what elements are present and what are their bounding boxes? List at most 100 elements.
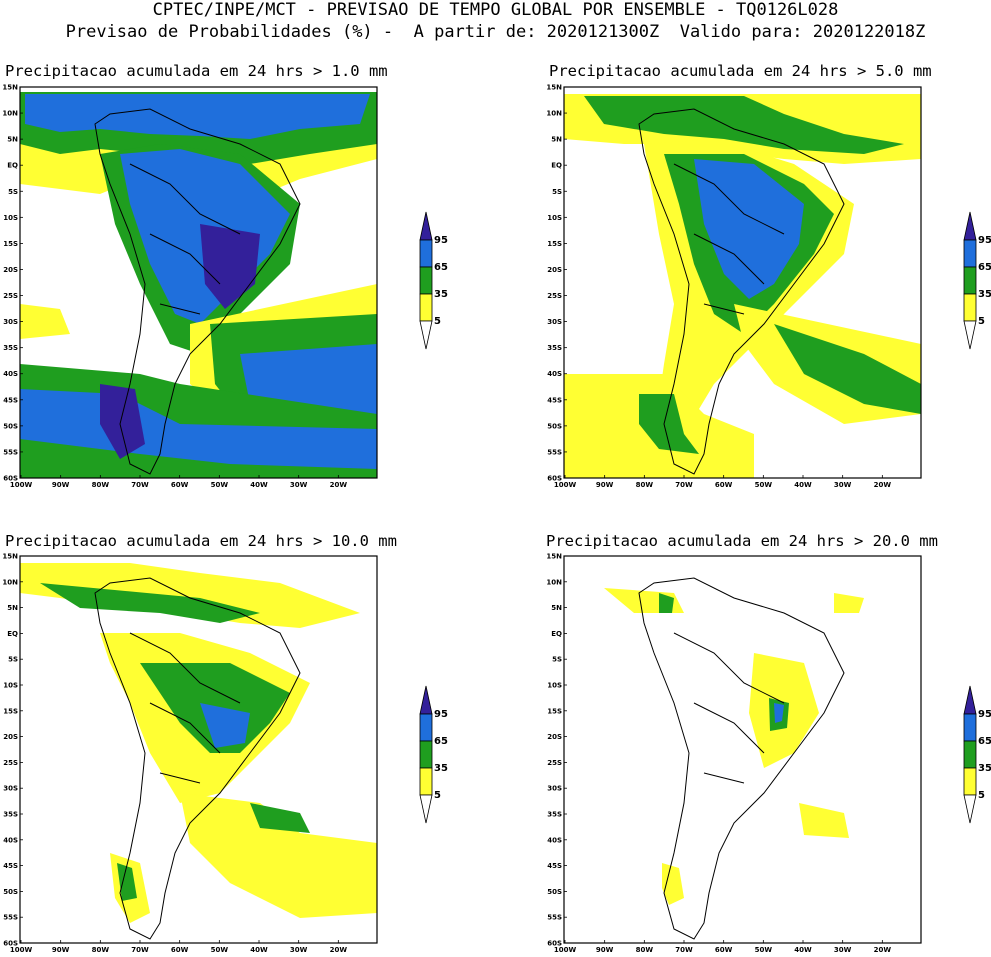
panel-4-title: Precipitacao acumulada em 24 hrs > 20.0 … [546, 532, 938, 550]
lon-tick-label: 20W [330, 946, 348, 954]
lat-tick-label: 15N [546, 553, 562, 561]
colorbar-4: 5 35 65 95 [963, 685, 991, 824]
probability-fill [20, 563, 377, 923]
lat-tick-label: EQ [7, 162, 18, 170]
lat-tick-label: 30S [3, 318, 18, 326]
lat-tick-label: 5N [7, 136, 18, 144]
lat-tick-label: 60S [547, 940, 562, 948]
lat-tick-label: 15S [547, 707, 562, 715]
lon-axis: 100W 90W 80W 70W 60W 50W 40W 30W 20W [10, 940, 348, 954]
probability-fill [20, 92, 377, 478]
colorbar-level-label: 5 [978, 790, 985, 801]
probability-fill [604, 588, 864, 905]
lat-tick-label: 55S [547, 914, 562, 922]
map-panel-4: 15N 10N 5N EQ 5S 10S 15S 20S 25S 30S 35S 40S 45S 50S 5… [546, 553, 922, 954]
figure-subtitle: Previsao de Probabilidades (%) - A parti… [65, 22, 926, 42]
colorbar-level-label: 5 [434, 316, 441, 327]
colorbar-segment [419, 293, 433, 322]
lat-tick-label: 15N [2, 84, 18, 92]
colorbar-level-label: 35 [434, 763, 448, 774]
lat-tick-label: 60S [3, 940, 18, 948]
colorbar-segment [963, 740, 977, 769]
lat-tick-label: 55S [3, 448, 18, 456]
lon-tick-label: 80W [92, 481, 110, 489]
lat-tick-label: 10S [547, 214, 562, 222]
lon-tick-label: 40W [250, 481, 268, 489]
colorbar-level-label: 5 [434, 790, 441, 801]
colorbar-level-label: 65 [434, 262, 448, 273]
lon-tick-label: 20W [874, 481, 892, 489]
lat-tick-label: 30S [547, 785, 562, 793]
lat-tick-label: 50S [3, 888, 18, 896]
lat-axis: 15N 10N 5N EQ 5S 10S 15S 20S 25S 30S 35S 40S 45S 50S 5… [2, 84, 23, 483]
lon-tick-label: 40W [250, 946, 268, 954]
lon-tick-label: 70W [131, 946, 149, 954]
lat-tick-label: 35S [3, 344, 18, 352]
lon-tick-label: 30W [290, 481, 308, 489]
lon-tick-label: 60W [171, 946, 189, 954]
lat-tick-label: 15S [3, 240, 18, 248]
colorbar-top-cap [419, 211, 433, 241]
lat-tick-label: 25S [547, 759, 562, 767]
lat-tick-label: 5N [551, 136, 562, 144]
lat-tick-label: 30S [3, 785, 18, 793]
lon-tick-label: 20W [874, 946, 892, 954]
coastline [94, 577, 301, 940]
colorbar-segment [419, 767, 433, 796]
lon-axis: 100W 90W 80W 70W 60W 50W 40W 30W 20W [10, 475, 347, 489]
colorbar-segment [963, 239, 977, 268]
colorbar-3: 5 35 65 95 [419, 685, 448, 824]
lat-tick-label: EQ [551, 630, 562, 638]
lat-tick-label: 55S [547, 448, 562, 456]
lat-tick-label: 50S [3, 422, 18, 430]
colorbar-level-label: 95 [978, 709, 991, 720]
colorbar-level-label: 95 [434, 235, 448, 246]
lon-tick-label: 30W [290, 946, 308, 954]
lat-tick-label: EQ [551, 162, 562, 170]
lon-tick-label: 80W [636, 946, 654, 954]
lon-tick-label: 70W [675, 481, 693, 489]
colorbar-bottom-cap [963, 320, 977, 350]
lon-tick-label: 50W [755, 946, 773, 954]
lat-tick-label: 35S [547, 811, 562, 819]
colorbar-segment [419, 713, 433, 742]
lon-tick-label: 50W [755, 481, 773, 489]
lon-tick-label: 40W [794, 481, 812, 489]
colorbar-level-label: 5 [978, 316, 985, 327]
lat-tick-label: 45S [547, 862, 562, 870]
map-panel-1: 15N 10N 5N EQ 5S 10S 15S 20S 25S 30S 35S 40S 45S 50S 5… [2, 84, 378, 489]
lat-tick-label: 35S [547, 344, 562, 352]
lat-tick-label: 25S [547, 292, 562, 300]
lat-tick-label: 40S [547, 370, 562, 378]
colorbar-level-label: 95 [434, 709, 448, 720]
lon-axis: 100W 90W 80W 70W 60W 50W 40W 30W 20W [554, 940, 892, 954]
lat-tick-label: 10N [546, 578, 562, 586]
colorbar-segment [419, 740, 433, 769]
lon-tick-label: 70W [675, 946, 693, 954]
lat-tick-label: 15S [3, 707, 18, 715]
lat-tick-label: 30S [547, 318, 562, 326]
lat-tick-label: 25S [3, 759, 18, 767]
lat-tick-label: 45S [3, 396, 18, 404]
lon-tick-label: 40W [794, 946, 812, 954]
panel-3-title: Precipitacao acumulada em 24 hrs > 10.0 … [5, 532, 397, 550]
lat-tick-label: 15N [546, 84, 562, 92]
lat-tick-label: 40S [547, 836, 562, 844]
lon-tick-label: 90W [52, 481, 70, 489]
lon-tick-label: 80W [636, 481, 654, 489]
colorbar-segment [963, 266, 977, 295]
lat-tick-label: 50S [547, 422, 562, 430]
probability-fill [564, 94, 921, 478]
lon-tick-label: 80W [92, 946, 110, 954]
lon-tick-label: 100W [554, 946, 577, 954]
colorbar-level-label: 35 [978, 763, 991, 774]
lon-tick-label: 60W [715, 481, 733, 489]
colorbar-level-label: 65 [978, 262, 991, 273]
colorbar-level-label: 35 [978, 289, 991, 300]
colorbar-top-cap [963, 211, 977, 241]
lat-tick-label: 10S [3, 682, 18, 690]
lat-tick-label: 25S [3, 292, 18, 300]
lat-tick-label: 10S [3, 214, 18, 222]
lat-tick-label: EQ [7, 630, 18, 638]
lat-axis: 15N 10N 5N EQ 5S 10S 15S 20S 25S 30S 35S 40S 45S 50S 5… [546, 553, 567, 948]
